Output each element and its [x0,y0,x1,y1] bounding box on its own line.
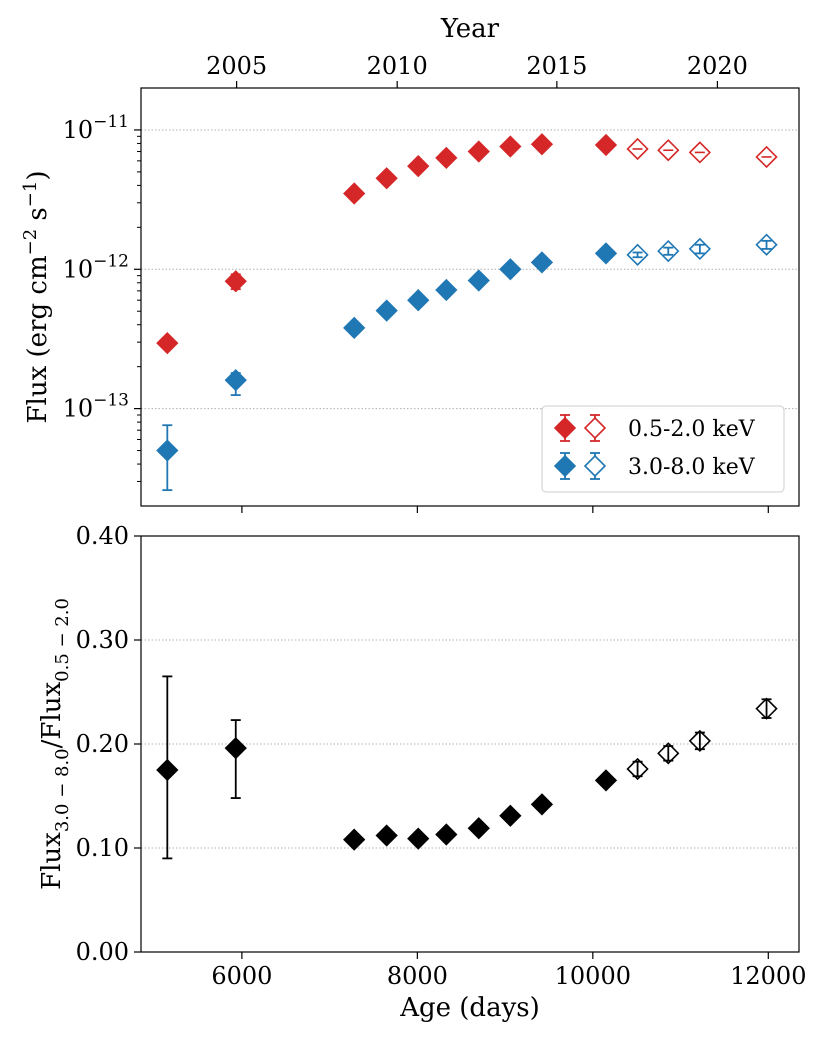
legend-hard-filled-marker [553,454,577,478]
soft-band-filled-point [407,154,430,178]
year-tick-label: 2020 [687,52,748,80]
bottom-grid [141,639,799,849]
bottom-series-markers [156,675,778,860]
ratio-open-point [688,729,711,753]
soft-band-filled-point [530,133,554,156]
top-y-tick-label: 10−12 [63,251,129,283]
hard-band-filled-point [224,369,247,392]
ratio-filled-point [435,823,458,846]
soft-band-filled-point [594,133,618,157]
top-plot-frame [140,87,800,507]
legend-hard-label: 3.0-8.0 keV [628,455,756,480]
soft-band-open-point [657,139,680,162]
hard-band-filled-point [343,316,366,339]
year-tick-label: 2015 [526,52,587,80]
legend-soft-label: 0.5-2.0 keV [628,417,756,442]
soft-band-filled-point [224,270,247,293]
ratio-filled-point [343,828,366,851]
soft-band-filled-point [467,140,490,163]
hard-band-filled-point [467,269,490,292]
soft-band-open-point [626,137,649,161]
hard-band-filled-point [407,289,430,312]
year-tick-label: 2005 [206,52,267,80]
hard-band-filled-point [375,299,398,322]
bottom-ratio-panel: 0.00 0.10 0.20 0.30 0.40 6000 8000 10000 12000 A… [37,522,806,1023]
ratio-filled-point [407,827,430,850]
hard-band-filled-point [156,439,179,462]
legend: 0.5-2.0 keV 3.0-8.0 keV [541,405,785,493]
ratio-filled-point [467,817,490,840]
ratio-open-point [657,742,680,765]
ratio-filled-point [224,737,247,760]
soft-band-filled-point [499,135,522,158]
top-y-tick-label: 10−13 [63,391,129,423]
bottom-axes: 0.00 0.10 0.20 0.30 0.40 6000 8000 10000 12000 [76,522,807,990]
ratio-filled-point [375,824,398,847]
x-tick-label: 10000 [555,962,631,990]
hard-band-open-point [755,233,778,256]
bottom-y-tick-label: 0.30 [76,626,129,654]
top-y-tick-label: 10−11 [63,112,129,144]
top-axes: 10−13 10−12 10−11 2005 2010 2015 2020 [63,52,769,513]
hard-band-filled-point [435,278,458,302]
hard-band-filled-point [499,258,522,281]
soft-band-filled-point [375,167,398,190]
soft-band-filled-point [156,332,179,355]
x-tick-label: 12000 [730,962,806,990]
bottom-y-tick-label: 0.20 [76,730,129,758]
hard-band-open-point [688,237,711,261]
soft-band-filled-point [343,182,366,205]
hard-band-filled-point [530,251,554,274]
x-tick-label: 8000 [387,962,448,990]
top-grid [141,129,799,410]
top-flux-panel: 10−13 10−12 10−11 2005 2010 2015 2020 Year Flu… [20,14,800,513]
ratio-filled-point [499,804,522,827]
legend-hard-open-marker [583,454,607,478]
x-axis-title: Age (days) [399,993,540,1023]
bottom-y-tick-label: 0.00 [76,938,129,966]
ratio-filled-point [594,769,618,792]
ratio-open-point [626,757,649,781]
legend-soft-open-marker [583,416,607,440]
soft-band-filled-point [435,146,458,170]
top-y-axis-title: Flux (erg cm−2 s−1) [20,171,53,424]
bottom-y-axis-title: Flux3.0 − 8.0/Flux0.5 − 2.0 [37,598,73,890]
soft-band-open-point [688,141,711,164]
legend-soft-filled-marker [553,416,577,440]
hard-band-open-point [626,243,649,266]
top-series-markers [156,133,778,492]
x-tick-label: 6000 [211,962,272,990]
hard-band-open-point [657,239,680,263]
ratio-filled-point [156,758,179,782]
hard-band-filled-point [594,242,618,265]
bottom-y-tick-label: 0.40 [76,522,129,550]
top-axis-title: Year [440,14,500,44]
ratio-filled-point [530,793,554,816]
bottom-y-tick-label: 0.10 [76,834,129,862]
year-tick-label: 2010 [367,52,428,80]
soft-band-open-point [755,145,778,169]
